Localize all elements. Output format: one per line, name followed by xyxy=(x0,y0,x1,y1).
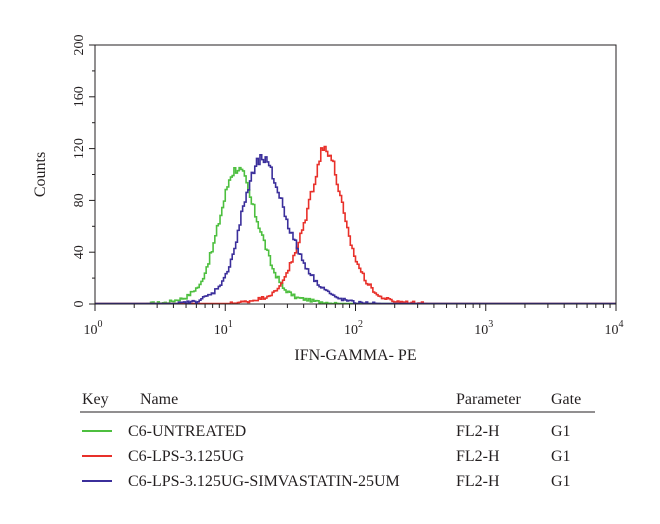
x-tick-label: 100 xyxy=(84,319,103,338)
y-tick-label: 200 xyxy=(72,35,87,56)
y-axis-title: Counts xyxy=(32,152,49,197)
y-tick-label: 160 xyxy=(72,86,87,107)
legend-row-parameter: FL2-H xyxy=(456,473,500,490)
series-line-2 xyxy=(95,145,616,305)
plot-frame xyxy=(94,44,617,305)
series-layer xyxy=(95,145,616,305)
legend-header-key: Key xyxy=(82,391,109,408)
x-tick-label: 102 xyxy=(344,319,363,338)
y-axis: 0 40 80 120 160 200 xyxy=(72,35,95,308)
x-tick-label: 101 xyxy=(214,319,233,338)
x-axis-title: IFN-GAMMA- PE xyxy=(294,347,416,364)
legend-row-gate: G1 xyxy=(551,448,571,465)
legend-header-parameter: Parameter xyxy=(456,391,522,408)
x-tick-label: 103 xyxy=(474,319,493,338)
legend-header-gate: Gate xyxy=(551,391,581,408)
legend-row-parameter: FL2-H xyxy=(456,448,500,465)
series-line-3 xyxy=(95,154,616,305)
y-tick-label: 80 xyxy=(72,193,87,207)
y-tick-label: 40 xyxy=(72,245,87,259)
series-line-1 xyxy=(95,166,616,305)
y-tick-label: 0 xyxy=(72,301,87,308)
x-tick-label: 104 xyxy=(605,319,624,338)
legend-table: Key Name Parameter Gate C6-UNTREATED FL2-… xyxy=(80,391,595,490)
y-tick-label: 120 xyxy=(72,138,87,159)
x-axis: 100 101 102 103 104 xyxy=(84,304,624,338)
legend-row-parameter: FL2-H xyxy=(456,423,500,440)
legend-row-name: C6-LPS-3.125UG-SIMVASTATIN-25UM xyxy=(128,473,400,490)
legend-row-name: C6-LPS-3.125UG xyxy=(128,448,244,465)
legend-row-name: C6-UNTREATED xyxy=(128,423,246,440)
legend-header-name: Name xyxy=(140,391,178,408)
legend-row-gate: G1 xyxy=(551,423,571,440)
legend-row-gate: G1 xyxy=(551,473,571,490)
